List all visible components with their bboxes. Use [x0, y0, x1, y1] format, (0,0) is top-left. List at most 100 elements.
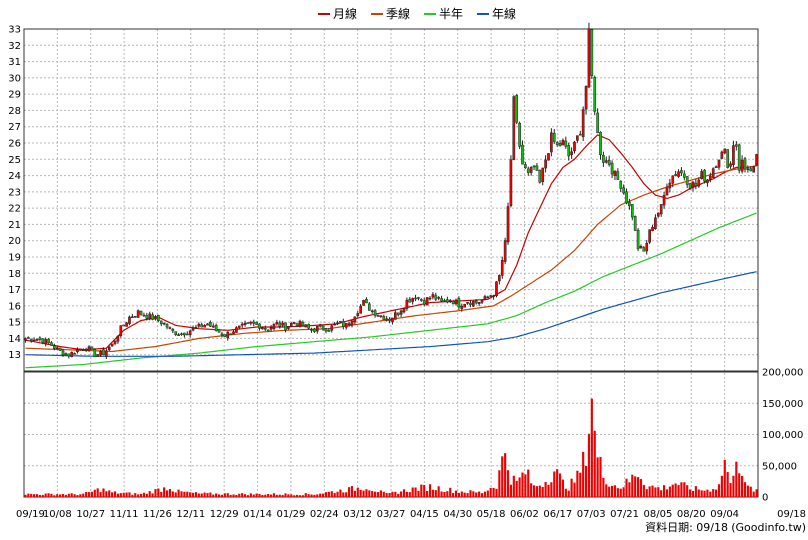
chart-footer: 資料日期: 09/18 (Goodinfo.tw) — [645, 520, 806, 534]
candle-body — [552, 132, 556, 142]
volume-bar — [371, 490, 374, 497]
candle-body — [691, 181, 695, 188]
volume-bar — [495, 488, 498, 497]
volume-bar — [596, 457, 599, 497]
volume-bar — [154, 489, 157, 497]
candle-body — [298, 320, 302, 327]
volume-bar — [414, 487, 417, 497]
candle-body — [191, 327, 195, 331]
candle-body — [142, 314, 146, 317]
price-tick-label: 16 — [8, 301, 21, 312]
candle-body — [157, 314, 160, 321]
candle-body — [226, 331, 230, 339]
date-tick-label: 11/11 — [110, 509, 139, 520]
candle-body — [474, 300, 478, 304]
volume-bar — [561, 479, 565, 497]
date-tick-label: 12/11 — [176, 509, 205, 520]
volume-bar — [287, 494, 290, 497]
candle-body — [209, 321, 212, 327]
volume-bar — [469, 490, 472, 497]
candle-body — [469, 302, 472, 306]
volume-bar — [648, 486, 651, 497]
volume-bar — [59, 494, 62, 497]
volume-bar — [556, 469, 559, 497]
candle-body — [376, 315, 380, 317]
candle-body — [700, 171, 703, 180]
volume-bar — [541, 486, 544, 497]
volume-bar — [359, 489, 362, 497]
candle-body — [136, 310, 140, 318]
volume-bar — [665, 489, 669, 497]
volume-bar — [732, 475, 735, 497]
volume-bar — [330, 491, 333, 497]
candle-body — [107, 347, 111, 350]
candle-body — [477, 302, 481, 304]
candle-body — [183, 332, 186, 336]
volume-bar — [735, 461, 738, 497]
volume-bar — [674, 483, 677, 497]
candle-body — [489, 295, 493, 297]
volume-bar — [264, 494, 267, 497]
candle-body — [633, 216, 637, 231]
volume-bar — [686, 485, 689, 497]
volume-bar — [44, 493, 47, 497]
volume-panel-frame — [23, 371, 759, 498]
volume-bar — [530, 483, 533, 497]
volume-bar — [64, 494, 67, 497]
candle-body — [405, 299, 409, 309]
volume-bar — [622, 487, 625, 497]
volume-bar — [738, 473, 741, 497]
date-tick-label: 08/20 — [677, 509, 706, 520]
candle-body — [576, 135, 579, 141]
price-tick-label: 27 — [8, 122, 21, 133]
volume-bar — [174, 492, 177, 497]
candle-body — [223, 334, 227, 338]
candle-body — [110, 343, 114, 347]
volume-bar — [333, 493, 336, 497]
candle-body — [232, 331, 235, 335]
candle-body — [125, 322, 128, 327]
volume-bar — [634, 476, 637, 497]
price-tick-label: 15 — [8, 318, 21, 329]
candle-body — [79, 348, 82, 351]
volume-bar — [131, 494, 134, 497]
volume-bar — [232, 494, 235, 497]
volume-bar — [715, 489, 718, 497]
candle-body — [726, 149, 729, 168]
volume-bar — [295, 494, 299, 497]
volume-bar — [79, 494, 82, 497]
volume-bar — [374, 491, 377, 497]
volume-bar — [258, 493, 261, 497]
volume-bar — [177, 489, 180, 497]
candle-body — [310, 329, 313, 331]
candle-body — [266, 329, 270, 332]
candle-body — [451, 300, 455, 305]
volume-bar — [457, 492, 460, 497]
candle-body — [55, 347, 59, 349]
volume-bar — [524, 474, 527, 497]
volume-bar — [137, 494, 140, 497]
volume-bar — [668, 486, 671, 497]
candle-body — [425, 297, 429, 306]
candle-body — [145, 315, 149, 319]
volume-bar — [310, 494, 313, 497]
candle-body — [596, 112, 599, 134]
volume-bar — [212, 494, 215, 497]
volume-bar — [215, 493, 218, 497]
candle-body — [677, 171, 680, 177]
volume-bar — [712, 489, 715, 497]
volume-bar — [223, 493, 226, 497]
volume-bar — [671, 484, 674, 497]
volume-bar — [602, 477, 605, 497]
volume-bar — [616, 488, 619, 497]
candle-body — [682, 173, 686, 178]
candle-body — [131, 316, 134, 319]
candle-body — [674, 174, 677, 176]
volume-bar — [200, 493, 203, 497]
candle-body — [180, 333, 183, 336]
volume-bar — [261, 494, 264, 497]
volume-bar — [446, 491, 449, 497]
volume-bar — [56, 494, 59, 497]
candle-body — [58, 347, 62, 351]
volume-bar — [281, 494, 284, 497]
